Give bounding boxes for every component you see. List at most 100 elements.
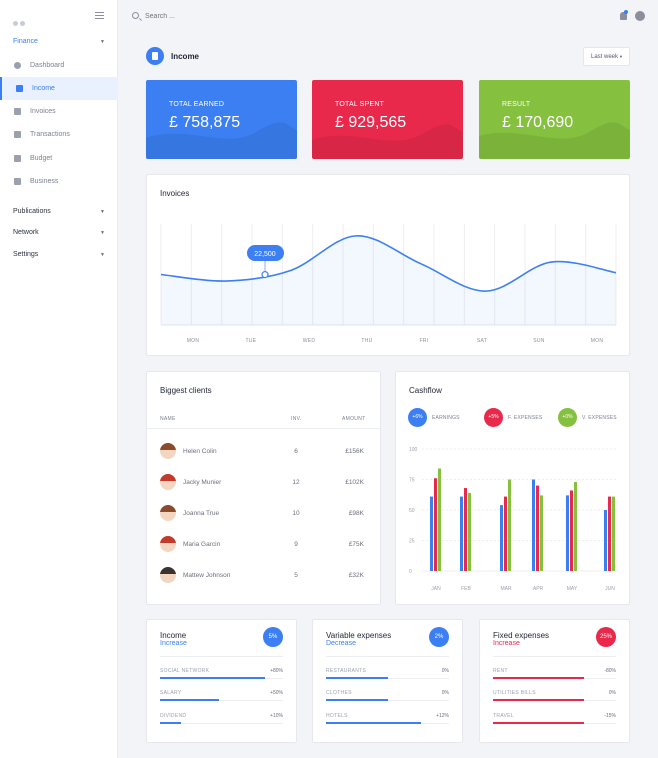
stat-title: RESULT	[502, 101, 531, 108]
stat-wave	[312, 124, 463, 159]
list-item: SALARY +50%	[160, 690, 283, 710]
table-row[interactable]: Helen Colin 6 £156K	[160, 443, 367, 473]
progress-fill	[326, 677, 388, 679]
sidebar-item-label: Business	[30, 178, 59, 185]
x-tick-label: FRI	[419, 338, 429, 344]
table-row[interactable]: Maria Garcin 9 £75K	[160, 536, 367, 566]
mini-title: Variable expenses	[326, 631, 392, 640]
progress-fill	[160, 699, 220, 701]
list-item: CLOTHES 0%	[326, 690, 449, 710]
bar-earnings-jun	[604, 510, 607, 571]
menu-icon[interactable]	[95, 12, 104, 21]
x-tick-label: SUN	[533, 338, 545, 344]
bar-v-expenses-jan	[438, 468, 441, 571]
mini-badge: 25%	[596, 627, 616, 647]
table-row[interactable]: Jacky Munier 12 £102K	[160, 474, 367, 504]
list-item: UTILITIES BILLS 0%	[493, 690, 616, 710]
period-select[interactable]: Last week ▼	[583, 47, 630, 66]
sidebar-section-label: Settings	[13, 251, 39, 258]
sidebar-item-income[interactable]: Income	[0, 77, 118, 100]
divider	[160, 656, 283, 657]
row-value: -15%	[604, 713, 616, 719]
period-select-value: Last week	[591, 54, 619, 60]
x-tick-label: MAY	[567, 586, 578, 592]
legend-f-expenses-badge: +5%	[484, 408, 503, 427]
table-row[interactable]: Mattew Johnson 5 £32K	[160, 567, 367, 597]
sidebar-item-budget[interactable]: Budget	[0, 147, 118, 170]
sidebar-item-business[interactable]: Business	[0, 170, 118, 193]
notification-dot	[624, 10, 628, 14]
stat-title: TOTAL EARNED	[169, 101, 225, 108]
x-tick-label: MON	[186, 338, 200, 344]
sidebar-item-transactions[interactable]: Transactions	[0, 123, 118, 146]
search-input[interactable]	[145, 10, 345, 22]
user-avatar-icon[interactable]	[635, 11, 645, 21]
sidebar-section-finance[interactable]: Finance ▼	[13, 38, 105, 48]
x-tick-label: TUE	[245, 338, 257, 344]
sidebar-item-label: Invoices	[30, 108, 56, 115]
sidebar-section-publications[interactable]: Publications ▼	[13, 208, 105, 218]
legend-f-expenses-label: F. EXPENSES	[508, 415, 543, 421]
row-label: CLOTHES	[326, 690, 352, 696]
sidebar-item-label: Income	[32, 85, 55, 92]
y-tick-label: 100	[409, 447, 418, 453]
x-tick-label: FEB	[461, 586, 471, 592]
mini-subtitle: Decrease	[326, 640, 356, 647]
tooltip-bubble	[247, 245, 284, 261]
legend-v-expenses-badge: +0%	[558, 408, 577, 427]
client-amount: £156K	[345, 448, 364, 455]
progress-track	[160, 700, 283, 701]
progress-fill	[493, 699, 585, 701]
row-value: 0%	[441, 668, 449, 674]
avatar	[160, 443, 176, 459]
cashflow-card: Cashflow 100 75 50 25 0 JAN FEB MAR APR MAY JUN	[395, 371, 630, 605]
list-item: TRAVEL -15%	[493, 713, 616, 733]
client-name: Mattew Johnson	[183, 572, 231, 579]
stat-wave	[479, 122, 630, 159]
mini-subtitle: Increase	[160, 640, 187, 647]
x-tick-label: SAT	[476, 338, 488, 344]
bar-earnings-may	[566, 495, 569, 571]
transfer-icon	[14, 131, 21, 138]
sidebar-item-label: Dashboard	[30, 62, 65, 69]
progress-fill	[326, 722, 421, 724]
client-inv: 5	[294, 572, 298, 579]
row-label: HOTELS	[326, 713, 348, 719]
stat-title: TOTAL SPENT	[335, 101, 385, 108]
bar-f-expenses-mar	[504, 496, 507, 571]
search-icon[interactable]	[132, 12, 139, 19]
x-tick-label: WED	[302, 338, 316, 344]
sidebar-section-label: Publications	[13, 208, 51, 215]
divider	[326, 656, 449, 657]
row-label: DIVIDEND	[160, 713, 187, 719]
income-summary-card: Income Increase 5% SOCIAL NETWORK +80% S…	[146, 619, 297, 743]
chevron-down-icon: ▼	[100, 39, 105, 45]
sidebar-section-settings[interactable]: Settings ▼	[13, 251, 105, 261]
row-label: TRAVEL	[493, 713, 514, 719]
client-amount: £32K	[348, 572, 364, 579]
list-item: DIVIDEND +10%	[160, 713, 283, 733]
sidebar-section-label: Finance	[13, 38, 38, 45]
table-row[interactable]: Joanna True 10 £98K	[160, 505, 367, 535]
sidebar-section-network[interactable]: Network ▼	[13, 229, 105, 239]
invoices-area	[161, 235, 616, 325]
client-inv: 10	[292, 510, 300, 517]
progress-track	[326, 700, 449, 701]
tooltip-value: 22,500	[254, 251, 276, 258]
sidebar-section-label: Network	[13, 229, 39, 236]
bar-earnings-jan	[430, 496, 433, 571]
sidebar-item-invoices[interactable]: Invoices	[0, 100, 118, 123]
bar-v-expenses-apr	[540, 495, 543, 571]
chevron-down-icon: ▼	[619, 54, 623, 59]
row-value: +80%	[270, 668, 283, 674]
client-inv: 9	[294, 541, 298, 548]
notification-bell-icon[interactable]	[620, 12, 627, 20]
topbar	[118, 0, 658, 32]
document-icon	[14, 108, 21, 115]
sidebar-item-dashboard[interactable]: Dashboard	[0, 54, 118, 77]
row-value: +10%	[270, 713, 283, 719]
data-point-marker[interactable]	[261, 271, 269, 279]
fixed-expenses-card: Fixed expenses Increase 25% RENT -80% UT…	[479, 619, 630, 743]
chevron-down-icon: ▼	[100, 230, 105, 236]
progress-fill	[160, 722, 181, 724]
